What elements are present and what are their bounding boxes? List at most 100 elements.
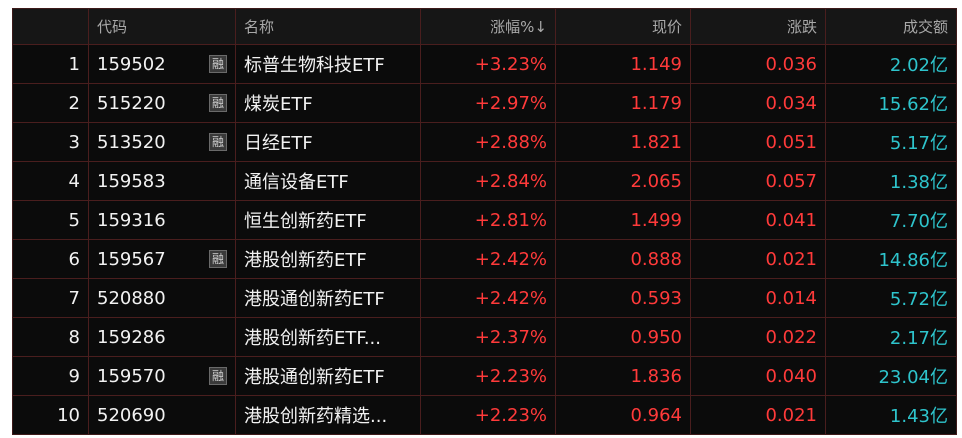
quote-row[interactable]: 8 159286 港股创新药ETF... +2.37% 0.950 0.022 2.17亿 [13,318,956,357]
column-header[interactable]: 名称 [236,9,421,44]
code: 159583 [97,170,166,192]
change-pct: +2.88% [421,123,556,161]
code: 520690 [97,404,166,426]
quote-row[interactable]: 6 159567 融港股创新药ETF +2.42% 0.888 0.021 14.86亿 [13,240,956,279]
change-pct: +2.97% [421,84,556,122]
change-pct: +2.81% [421,201,556,239]
quote-row[interactable]: 5 159316 恒生创新药ETF +2.81% 1.499 0.041 7.70亿 [13,201,956,240]
turnover: 1.38亿 [889,172,948,193]
price: 1.836 [556,357,691,395]
code-cell: 515220 融 [89,84,236,122]
header-index [13,9,89,44]
change: 0.051 [691,123,826,161]
rank: 3 [13,123,89,161]
change: 0.021 [691,396,826,434]
rank: 6 [13,240,89,278]
price: 0.593 [556,279,691,317]
name: 港股创新药ETF [236,240,421,278]
price: 0.888 [556,240,691,278]
code: 513520 [97,131,166,153]
turnover: 2.02亿 [889,55,948,76]
change: 0.014 [691,279,826,317]
quote-row[interactable]: 1 159502 融标普生物科技ETF +3.23% 1.149 0.036 2.02亿 [13,45,956,84]
margin-badge: 融 [208,55,227,73]
change: 0.057 [691,162,826,200]
column-header[interactable]: 代码 [89,9,236,44]
quote-table: 代码 名称 涨幅%↓ 现价 涨跌 成交额 1 159502 融标普生物科技ETF +3.23% 1.… [12,8,957,435]
code-cell: 159502 融 [89,45,236,83]
price: 0.950 [556,318,691,356]
margin-badge: 融 [208,367,227,385]
rank: 4 [13,162,89,200]
rank: 1 [13,45,89,83]
price: 1.179 [556,84,691,122]
change-pct: +2.42% [421,240,556,278]
code: 159316 [97,209,166,231]
quote-row[interactable]: 10 520690 港股创新药精选... +2.23% 0.964 0.021 1.43亿 [13,396,956,434]
code: 159567 [97,248,166,270]
turnover: 5.17亿 [889,133,948,154]
code-cell: 513520 融 [89,123,236,161]
price: 0.964 [556,396,691,434]
quote-row[interactable]: 2 515220 融煤炭ETF +2.97% 1.179 0.034 15.62亿 [13,84,956,123]
change-pct: +2.23% [421,357,556,395]
price: 1.499 [556,201,691,239]
price: 2.065 [556,162,691,200]
quote-row[interactable]: 7 520880 港股通创新药ETF +2.42% 0.593 0.014 5.72亿 [13,279,956,318]
column-header[interactable]: 涨幅%↓ [421,9,556,44]
quote-row[interactable]: 4 159583 通信设备ETF +2.84% 2.065 0.057 1.38亿 [13,162,956,201]
code: 159502 [97,53,166,75]
column-header[interactable]: 成交额 [902,18,948,36]
quote-row[interactable]: 3 513520 融日经ETF +2.88% 1.821 0.051 5.17亿 [13,123,956,162]
name: 标普生物科技ETF [236,45,421,83]
change: 0.040 [691,357,826,395]
rank: 7 [13,279,89,317]
name: 日经ETF [236,123,421,161]
turnover: 23.04亿 [878,367,948,388]
code-cell: 159567 融 [89,240,236,278]
margin-badge: 融 [208,94,227,112]
name: 港股创新药ETF... [236,318,421,356]
change-pct: +2.23% [421,396,556,434]
column-header[interactable]: 涨跌 [691,9,826,44]
code-cell: 159570 融 [89,357,236,395]
code: 159286 [97,326,166,348]
rank: 9 [13,357,89,395]
turnover: 15.62亿 [878,94,948,115]
code: 520880 [97,287,166,309]
margin-badge: 融 [208,133,227,151]
turnover: 5.72亿 [889,289,948,310]
turnover: 14.86亿 [878,250,948,271]
name: 港股创新药精选... [236,396,421,434]
code-cell: 159316 [89,201,236,239]
change-pct: +2.37% [421,318,556,356]
quote-row[interactable]: 9 159570 融港股通创新药ETF +2.23% 1.836 0.040 23.04亿 [13,357,956,396]
code-cell: 159583 [89,162,236,200]
column-header[interactable]: 现价 [556,9,691,44]
change: 0.036 [691,45,826,83]
header-row: 代码 名称 涨幅%↓ 现价 涨跌 成交额 [13,9,956,45]
rank: 2 [13,84,89,122]
name: 通信设备ETF [236,162,421,200]
code-cell: 520690 [89,396,236,434]
change: 0.034 [691,84,826,122]
code: 515220 [97,92,166,114]
change-pct: +2.84% [421,162,556,200]
rank: 10 [13,396,89,434]
code-cell: 159286 [89,318,236,356]
name: 港股通创新药ETF [236,279,421,317]
change: 0.041 [691,201,826,239]
turnover: 2.17亿 [889,328,948,349]
margin-badge: 融 [208,250,227,268]
turnover: 7.70亿 [889,211,948,232]
rank: 8 [13,318,89,356]
code: 159570 [97,365,166,387]
price: 1.821 [556,123,691,161]
code-cell: 520880 [89,279,236,317]
rank: 5 [13,201,89,239]
price: 1.149 [556,45,691,83]
turnover: 1.43亿 [889,406,948,427]
name: 恒生创新药ETF [236,201,421,239]
name: 港股通创新药ETF [236,357,421,395]
name: 煤炭ETF [236,84,421,122]
